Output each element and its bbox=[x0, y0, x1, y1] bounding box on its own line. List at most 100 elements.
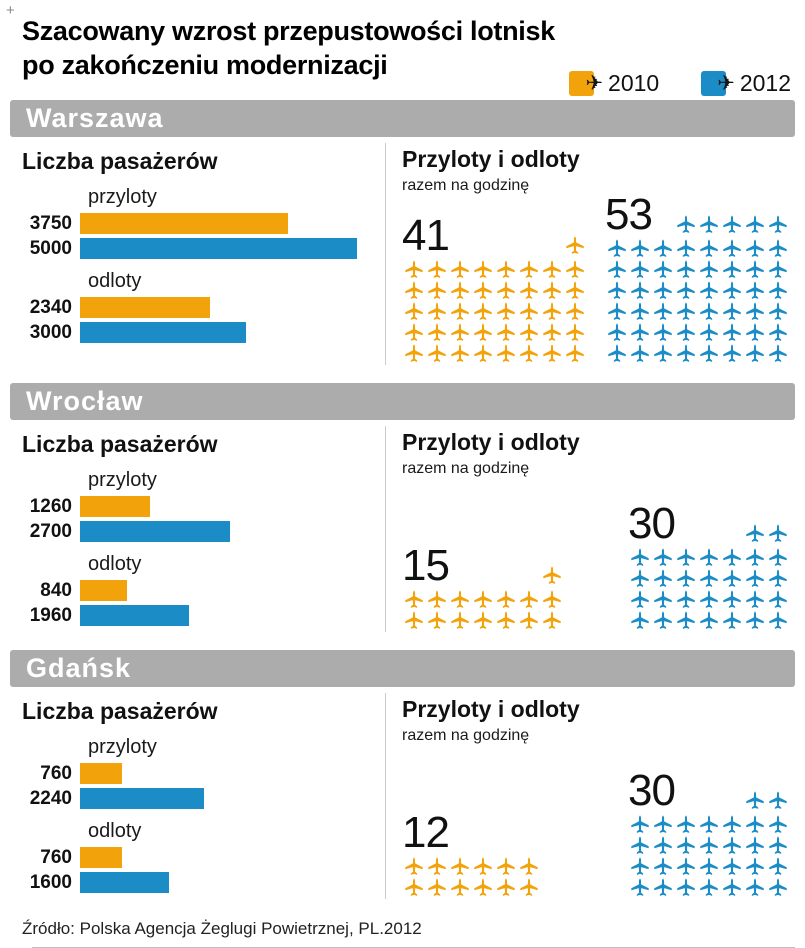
plane-icon bbox=[697, 342, 720, 363]
legend-label-2012: 2012 bbox=[739, 70, 791, 96]
plane-icon bbox=[471, 300, 494, 321]
plane-icon bbox=[540, 321, 563, 342]
plane-icon bbox=[697, 609, 720, 630]
bar-2010 bbox=[80, 297, 210, 318]
plane-icon bbox=[425, 321, 448, 342]
passengers-column: Liczba pasażerów przyloty 1260 2700 odlot… bbox=[10, 420, 385, 642]
pictogram-row bbox=[628, 567, 789, 588]
plane-icon bbox=[743, 567, 766, 588]
plane-icon bbox=[697, 588, 720, 609]
pictogram-head: 41 bbox=[402, 214, 586, 258]
plane-icon bbox=[766, 321, 789, 342]
plane-icon bbox=[425, 300, 448, 321]
plane-icon bbox=[402, 609, 425, 630]
plane-icon bbox=[448, 300, 471, 321]
group-label-departures: odloty bbox=[88, 553, 142, 575]
plane-icon bbox=[540, 342, 563, 363]
plane-icon bbox=[766, 876, 789, 897]
plane-icon bbox=[743, 237, 766, 258]
flights-heading: Przyloty i odloty bbox=[402, 429, 580, 455]
bar-row-2010: 840 bbox=[22, 580, 385, 601]
plane-icon bbox=[425, 258, 448, 279]
passengers-heading: Liczba pasażerów bbox=[22, 698, 218, 724]
bar-group-departures: odloty 840 1960 bbox=[22, 552, 385, 626]
plane-icon bbox=[697, 813, 720, 834]
bar-value: 760 bbox=[40, 846, 72, 868]
plane-icon bbox=[651, 834, 674, 855]
plane-icon bbox=[720, 588, 743, 609]
plane-icon bbox=[674, 834, 697, 855]
plane-icon bbox=[471, 342, 494, 363]
plane-icon bbox=[605, 321, 628, 342]
bar-row-2012: 1960 bbox=[22, 605, 385, 626]
legend-swatch-2010 bbox=[569, 71, 595, 96]
plane-icon bbox=[540, 300, 563, 321]
plane-icon: ✈ bbox=[717, 72, 735, 95]
flights-column: Przyloty i odloty razem na godzinę 12 30 bbox=[386, 687, 795, 909]
legend-item-2010: ✈ 2010 bbox=[569, 70, 659, 97]
plane-icon bbox=[628, 300, 651, 321]
plane-icon bbox=[471, 876, 494, 897]
plane-icon bbox=[743, 834, 766, 855]
pictogram-partial-row bbox=[743, 522, 789, 543]
bar-value: 2240 bbox=[29, 787, 72, 809]
plane-icon bbox=[605, 258, 628, 279]
bar-value: 3000 bbox=[29, 321, 72, 343]
plane-icon bbox=[517, 258, 540, 279]
plane-icon bbox=[563, 258, 586, 279]
pictogram-head: 53 bbox=[605, 193, 789, 237]
section-content: Liczba pasażerów przyloty 760 2240 odloty… bbox=[10, 687, 795, 909]
plane-icon bbox=[425, 588, 448, 609]
plane-icon bbox=[697, 279, 720, 300]
flights-column: Przyloty i odloty razem na godzinę 41 53 bbox=[386, 137, 795, 375]
plane-icon bbox=[766, 813, 789, 834]
plane-icon bbox=[402, 876, 425, 897]
pictogram-2012: 30 bbox=[628, 502, 789, 630]
plane-icon bbox=[448, 855, 471, 876]
section-warszawa: Warszawa Liczba pasażerów przyloty 3750 5… bbox=[0, 100, 805, 375]
pictogram-row bbox=[605, 258, 789, 279]
plane-icon bbox=[720, 342, 743, 363]
bar-row-2012: 2240 bbox=[22, 788, 385, 809]
plane-icon bbox=[720, 855, 743, 876]
plane-icon bbox=[697, 876, 720, 897]
plane-icon bbox=[743, 300, 766, 321]
plane-icon bbox=[494, 588, 517, 609]
plane-icon bbox=[448, 588, 471, 609]
bars-arrivals: 760 2240 bbox=[22, 763, 385, 809]
passengers-heading: Liczba pasażerów bbox=[22, 148, 218, 174]
pictogram-partial-row bbox=[563, 234, 586, 255]
plane-icon bbox=[674, 279, 697, 300]
plane-icon bbox=[766, 237, 789, 258]
bar-group-arrivals: przyloty 1260 2700 bbox=[22, 468, 385, 542]
bar-group-arrivals: przyloty 760 2240 bbox=[22, 735, 385, 809]
plane-icon bbox=[651, 258, 674, 279]
plane-icon bbox=[766, 546, 789, 567]
plane-icon bbox=[674, 546, 697, 567]
bar-value: 1960 bbox=[29, 604, 72, 626]
plane-icon bbox=[766, 342, 789, 363]
plane-icon bbox=[471, 258, 494, 279]
plane-icon bbox=[448, 342, 471, 363]
plane-icon bbox=[697, 855, 720, 876]
plane-icon bbox=[720, 213, 743, 234]
column-divider bbox=[385, 426, 386, 632]
plane-icon bbox=[743, 855, 766, 876]
pictogram-area: 12 30 bbox=[402, 769, 789, 897]
plane-icon bbox=[540, 258, 563, 279]
flights-heading: Przyloty i odloty bbox=[402, 146, 580, 172]
plane-icon bbox=[448, 876, 471, 897]
column-divider bbox=[385, 693, 386, 899]
plane-icon bbox=[697, 258, 720, 279]
column-divider bbox=[385, 143, 386, 365]
bars-departures: 840 1960 bbox=[22, 580, 385, 626]
plane-icon bbox=[720, 609, 743, 630]
plane-icon bbox=[674, 300, 697, 321]
passengers-heading: Liczba pasażerów bbox=[22, 431, 218, 457]
flights-subheading: razem na godzinę bbox=[402, 177, 530, 194]
plane-icon bbox=[674, 876, 697, 897]
plane-icon bbox=[697, 546, 720, 567]
plane-icon bbox=[766, 834, 789, 855]
plane-icon bbox=[720, 258, 743, 279]
plane-icon bbox=[674, 342, 697, 363]
